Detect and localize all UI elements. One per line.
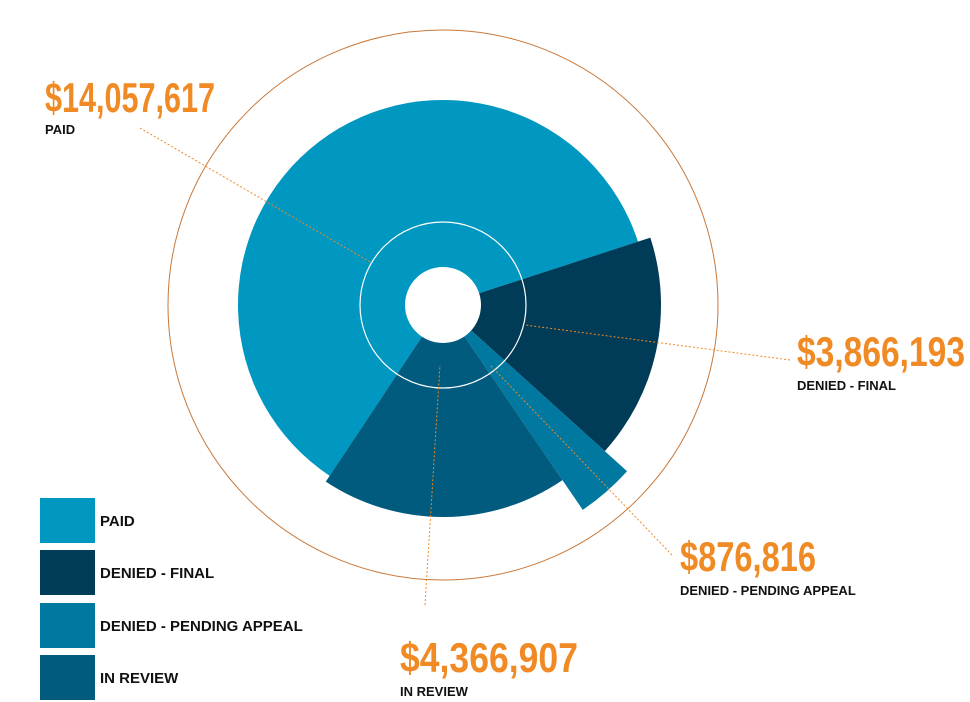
value-label: $4,366,907 — [400, 634, 578, 681]
legend-swatch — [40, 550, 95, 595]
hole — [405, 267, 481, 343]
inner-ring — [359, 221, 527, 389]
leader-line — [424, 364, 441, 606]
sector — [325, 305, 563, 517]
legend-label: IN REVIEW — [100, 670, 179, 687]
value-label: $14,057,617 — [45, 74, 215, 121]
legend-swatch — [40, 603, 95, 648]
value-label: $3,866,193 — [797, 328, 965, 375]
sector — [443, 305, 628, 510]
leader-line — [524, 324, 791, 361]
sector — [443, 237, 661, 452]
legend-label: DENIED - PENDING APPEAL — [100, 618, 303, 635]
legend-label: DENIED - FINAL — [100, 565, 214, 582]
category-label: PAID — [45, 122, 75, 137]
category-label: DENIED - FINAL — [797, 378, 896, 393]
category-label: IN REVIEW — [400, 684, 469, 699]
legend-label: PAID — [100, 513, 135, 530]
value-label: $876,816 — [680, 533, 816, 580]
outer-ring — [167, 29, 719, 581]
leader-line — [139, 127, 371, 263]
category-label: DENIED - PENDING APPEAL — [680, 583, 856, 598]
legend-swatch — [40, 498, 95, 543]
legend-swatch — [40, 655, 95, 700]
